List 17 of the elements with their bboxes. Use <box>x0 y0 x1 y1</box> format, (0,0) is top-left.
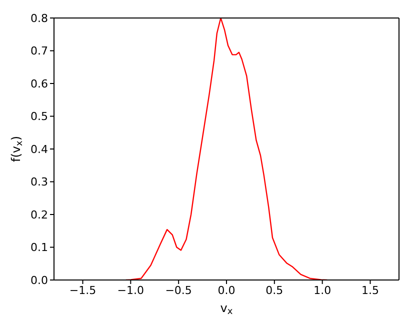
y-tick-label: 0.3 <box>30 176 48 189</box>
x-tick-label: 0.5 <box>266 284 284 297</box>
x-axis-title: v$_{x}$ <box>220 301 234 318</box>
x-tick-label: −1.0 <box>117 284 144 297</box>
x-tick-label: 1.5 <box>362 284 379 297</box>
y-tick-label: 0.1 <box>30 241 48 254</box>
y-tick-label: 0.2 <box>30 208 48 222</box>
y-tick-label: 0.6 <box>30 77 48 90</box>
y-tick-label: 0.7 <box>30 44 48 58</box>
y-tick-label: 0.0 <box>30 274 48 287</box>
x-tick-label: −0.5 <box>165 284 192 297</box>
x-tick-label: −1.5 <box>69 284 96 297</box>
x-tick-label: 0.0 <box>218 284 236 297</box>
y-tick-label: 0.8 <box>30 12 48 25</box>
y-tick-label: 0.5 <box>30 110 48 124</box>
x-tick-label: 1.0 <box>314 284 332 297</box>
y-tick-label: 0.4 <box>30 142 48 156</box>
